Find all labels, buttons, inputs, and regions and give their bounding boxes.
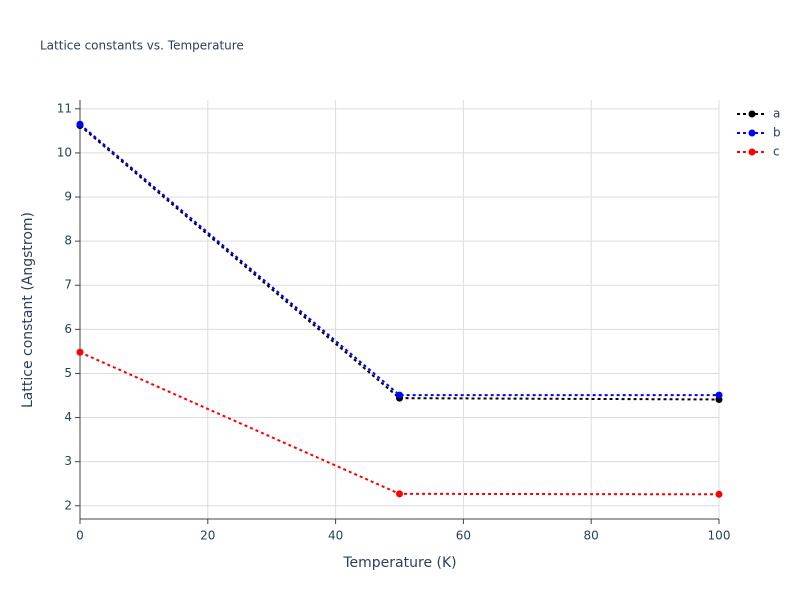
data-point (396, 490, 403, 498)
y-tick-label: 5 (64, 366, 72, 380)
legend-label: c (773, 145, 780, 159)
chart-title: Lattice constants vs. Temperature (40, 39, 244, 53)
x-tick-label: 0 (76, 529, 84, 543)
data-point (396, 391, 403, 399)
y-tick-label: 10 (57, 145, 72, 159)
y-tick-label: 6 (64, 322, 72, 336)
y-tick-label: 8 (64, 234, 72, 248)
y-tick-label: 9 (64, 190, 72, 204)
data-point (715, 490, 723, 498)
legend-marker (748, 129, 756, 137)
y-tick-label: 4 (64, 410, 72, 424)
y-tick-label: 11 (57, 101, 72, 115)
legend-label: a (773, 107, 780, 121)
data-point (715, 391, 723, 399)
x-tick-label: 80 (584, 529, 599, 543)
y-tick-label: 2 (64, 498, 72, 512)
x-tick-label: 20 (200, 529, 215, 543)
legend-marker (748, 148, 756, 156)
x-tick-label: 60 (456, 529, 471, 543)
legend-label: b (773, 126, 781, 140)
x-tick-label: 100 (708, 529, 731, 543)
y-axis-title: Lattice constant (Angstrom) (20, 212, 36, 408)
series-line (79, 124, 720, 401)
y-tick-label: 3 (64, 454, 72, 468)
x-axis-title: Temperature (K) (342, 555, 456, 571)
legend-marker (748, 110, 756, 118)
data-point (76, 348, 84, 356)
x-tick-label: 40 (328, 529, 343, 543)
y-tick-label: 7 (64, 278, 72, 292)
data-point (76, 120, 84, 128)
series-line (79, 123, 719, 397)
